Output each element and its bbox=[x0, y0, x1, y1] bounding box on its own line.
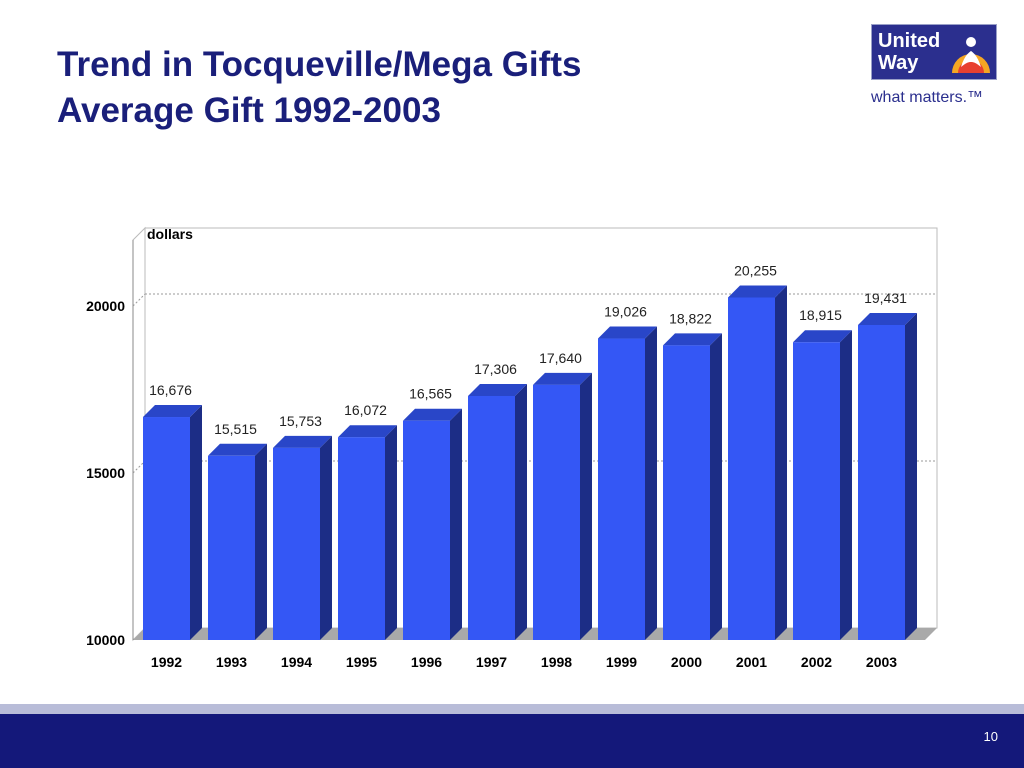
chart-axis-ticks: 10000 15000 20000 1992 1993 1994 1995 1996 1997 1… bbox=[86, 298, 897, 670]
bar-1993: 15,515 bbox=[208, 421, 267, 640]
bar-2003: 19,431 bbox=[858, 290, 917, 640]
bar bbox=[143, 417, 190, 640]
bar-top bbox=[663, 333, 722, 346]
bar-side bbox=[450, 408, 462, 640]
bar bbox=[533, 384, 580, 640]
bar bbox=[663, 345, 710, 640]
bar-side bbox=[255, 443, 267, 640]
logo-word-way: Way bbox=[878, 52, 919, 74]
bar bbox=[468, 395, 515, 640]
hand-figure-icon bbox=[952, 37, 990, 73]
bar-1995: 16,072 bbox=[338, 402, 397, 640]
y-tick-label: 15000 bbox=[86, 465, 125, 481]
bar-2002: 18,915 bbox=[793, 307, 852, 640]
bar bbox=[793, 342, 840, 640]
bar-value-label: 16,676 bbox=[149, 382, 192, 398]
bar-side bbox=[190, 405, 202, 640]
bar-1997: 17,306 bbox=[468, 361, 527, 640]
slide-title: Trend in Tocqueville/Mega Gifts Average … bbox=[57, 42, 581, 134]
x-tick-label: 1996 bbox=[411, 654, 442, 670]
bar-value-label: 19,431 bbox=[864, 290, 907, 306]
bar-top bbox=[403, 408, 462, 421]
bar-chart: 16,676 15,515 15,753 16,072 16,565 17,306 17,6… bbox=[86, 226, 938, 670]
bar-top bbox=[858, 313, 917, 326]
bar-side bbox=[645, 326, 657, 640]
bar-1999: 19,026 bbox=[598, 304, 657, 640]
logo-box: United Way bbox=[871, 24, 997, 80]
x-tick-label: 1994 bbox=[281, 654, 312, 670]
bar-side bbox=[515, 383, 527, 640]
bar bbox=[208, 455, 255, 640]
x-tick-label: 1995 bbox=[346, 654, 377, 670]
bar-side bbox=[580, 372, 592, 640]
bar-1992: 16,676 bbox=[143, 382, 202, 640]
chart-bars: 16,676 15,515 15,753 16,072 16,565 17,306 17,6… bbox=[143, 262, 917, 640]
bar-value-label: 19,026 bbox=[604, 304, 647, 320]
title-line-1: Trend in Tocqueville/Mega Gifts bbox=[57, 45, 582, 84]
y-tick-label: 20000 bbox=[86, 298, 125, 314]
bar-top bbox=[533, 372, 592, 385]
bar-side bbox=[775, 285, 787, 640]
x-tick-label: 1992 bbox=[151, 654, 182, 670]
x-tick-label: 2003 bbox=[866, 654, 897, 670]
bar bbox=[403, 420, 450, 640]
x-tick-label: 2000 bbox=[671, 654, 702, 670]
bar-top bbox=[728, 285, 787, 298]
bar-top bbox=[143, 405, 202, 418]
x-tick-label: 1998 bbox=[541, 654, 572, 670]
bar-2000: 18,822 bbox=[663, 310, 722, 640]
bar bbox=[858, 325, 905, 640]
bar-value-label: 15,753 bbox=[279, 413, 322, 429]
bar-side bbox=[840, 330, 852, 640]
bar-1998: 17,640 bbox=[533, 350, 592, 640]
bar bbox=[728, 297, 775, 640]
x-tick-label: 1997 bbox=[476, 654, 507, 670]
bar-value-label: 18,822 bbox=[669, 310, 712, 326]
bar-value-label: 17,640 bbox=[539, 350, 582, 366]
bar-2001: 20,255 bbox=[728, 262, 787, 640]
x-tick-label: 2002 bbox=[801, 654, 832, 670]
bar-value-label: 20,255 bbox=[734, 262, 777, 278]
bar-side bbox=[320, 435, 332, 640]
bar-top bbox=[338, 425, 397, 438]
bar bbox=[273, 447, 320, 640]
x-tick-label: 2001 bbox=[736, 654, 767, 670]
bar-side bbox=[710, 333, 722, 640]
x-tick-label: 1999 bbox=[606, 654, 637, 670]
bar-value-label: 18,915 bbox=[799, 307, 842, 323]
y-axis-label: dollars bbox=[147, 226, 193, 242]
logo-tagline: what matters.™ bbox=[871, 89, 984, 106]
bar-side bbox=[905, 313, 917, 640]
bar-top bbox=[793, 330, 852, 343]
bar-top bbox=[208, 443, 267, 456]
footer-accent-bar bbox=[0, 704, 1024, 714]
bar-top bbox=[468, 383, 527, 396]
logo-word-united: United bbox=[878, 30, 941, 52]
gridline-diagonal bbox=[132, 293, 146, 307]
bar-1996: 16,565 bbox=[403, 386, 462, 640]
bar-value-label: 16,072 bbox=[344, 402, 387, 418]
bar-top bbox=[273, 435, 332, 448]
united-way-logo: United Way what matters.™ bbox=[868, 24, 998, 114]
y-tick-label: 10000 bbox=[86, 632, 125, 648]
bar bbox=[598, 338, 645, 640]
gridline-diagonal bbox=[132, 460, 146, 474]
bar-value-label: 15,515 bbox=[214, 421, 257, 437]
bar-top bbox=[598, 326, 657, 339]
footer-bar bbox=[0, 714, 1024, 768]
bar-side bbox=[385, 425, 397, 640]
bar bbox=[338, 437, 385, 640]
bar-value-label: 16,565 bbox=[409, 386, 452, 402]
page-number: 10 bbox=[983, 729, 998, 744]
x-tick-label: 1993 bbox=[216, 654, 247, 670]
title-line-2: Average Gift 1992-2003 bbox=[57, 91, 441, 130]
bar-value-label: 17,306 bbox=[474, 361, 517, 377]
bar-1994: 15,753 bbox=[273, 413, 332, 640]
